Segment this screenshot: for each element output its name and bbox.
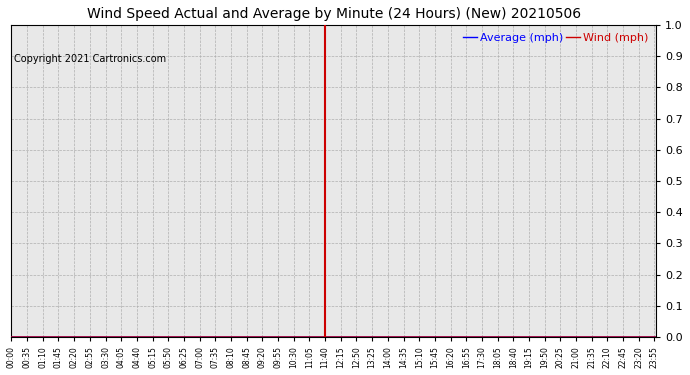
Average (mph) [519, 335, 527, 339]
Wind (mph) [150, 335, 159, 339]
Wind (mph) [8, 335, 16, 339]
Average (mph) [8, 335, 16, 339]
Title: Wind Speed Actual and Average by Minute (24 Hours) (New) 20210506: Wind Speed Actual and Average by Minute … [87, 7, 581, 21]
Average (mph) [223, 335, 231, 339]
Average (mph) [652, 335, 660, 339]
Legend: Average (mph), Wind (mph): Average (mph), Wind (mph) [461, 30, 651, 45]
Text: Copyright 2021 Cartronics.com: Copyright 2021 Cartronics.com [14, 54, 166, 64]
Average (mph) [150, 335, 159, 339]
Wind (mph) [223, 335, 231, 339]
Wind (mph) [519, 335, 527, 339]
Wind (mph) [575, 335, 584, 339]
Average (mph) [135, 335, 144, 339]
Average (mph) [435, 335, 443, 339]
Wind (mph) [652, 335, 660, 339]
Wind (mph) [435, 335, 443, 339]
Wind (mph) [135, 335, 144, 339]
Average (mph) [575, 335, 584, 339]
